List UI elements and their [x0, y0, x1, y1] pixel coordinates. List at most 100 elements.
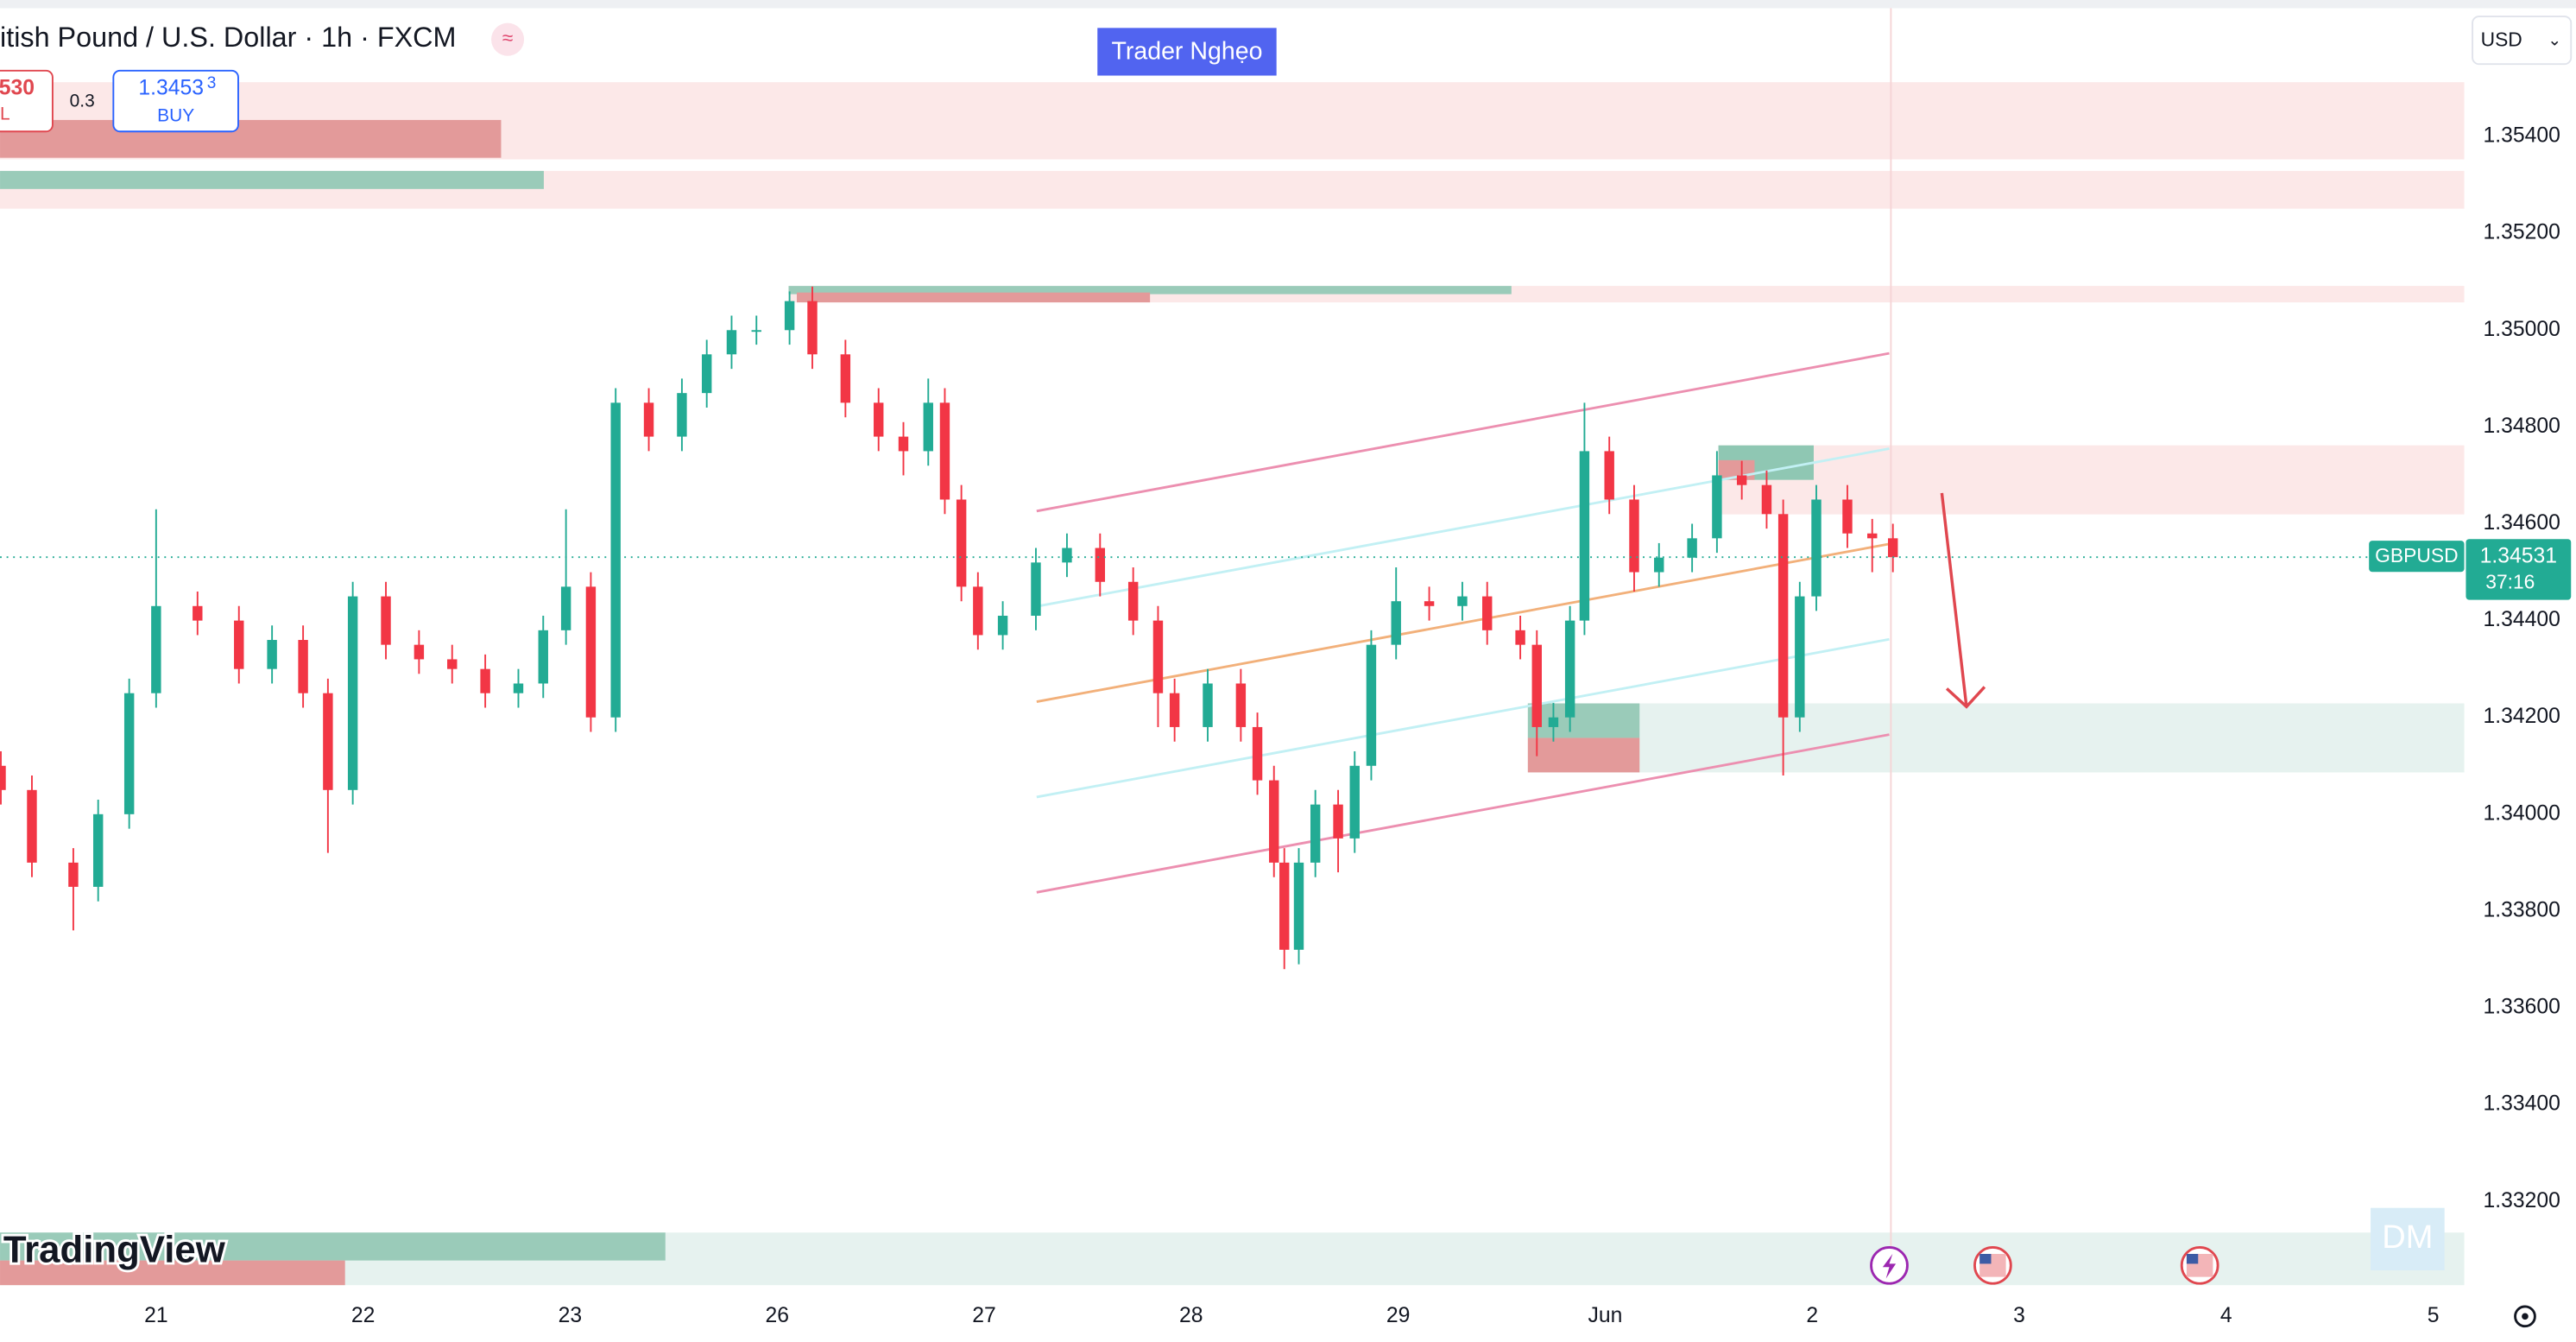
x-tick-label: 21 [144, 1304, 167, 1327]
logo: TradingView [3, 1229, 226, 1271]
candle-body [677, 393, 687, 437]
buy-price-small[interactable]: 3 [207, 74, 217, 92]
candle-body [480, 668, 490, 693]
x-tick-label: 5 [2428, 1304, 2440, 1327]
badge [1097, 28, 1277, 76]
candle-body [784, 301, 795, 331]
candle-body [1279, 862, 1290, 950]
candle-body [1252, 726, 1263, 781]
channel-inner [1036, 637, 1890, 799]
channel-top [1036, 351, 1890, 513]
watermark: DM [2382, 1219, 2433, 1256]
candle-body [956, 499, 967, 587]
countdown: 37:16 [2485, 571, 2535, 593]
sell-label[interactable]: L [0, 104, 10, 124]
price-tag [2466, 539, 2572, 600]
arrow-shaft [1940, 492, 1968, 707]
candle-body [1795, 596, 1805, 718]
symbol-text: GBPUSD [2375, 544, 2458, 567]
candle-body [513, 683, 524, 693]
candle-body [193, 605, 203, 621]
currency-button[interactable] [2472, 16, 2573, 66]
x-tick-label: 29 [1386, 1304, 1411, 1327]
candle-body [1269, 780, 1279, 863]
flag-canton [1979, 1253, 1992, 1264]
candle-body [92, 813, 104, 887]
y-tick-label: 1.33400 [2483, 1092, 2560, 1116]
candle-body [874, 402, 884, 437]
last-price: 1.34531 [2480, 545, 2557, 568]
candle-body [643, 402, 654, 437]
candle-body [939, 402, 950, 500]
candle-body [923, 402, 933, 452]
x-tick-label: 23 [559, 1304, 583, 1327]
flag-canton [2186, 1253, 2199, 1264]
y-tick-label: 1.35400 [2483, 124, 2560, 148]
candle-body [414, 644, 425, 660]
settings-icon[interactable] [2514, 1305, 2536, 1328]
candle-body [1031, 562, 1041, 617]
candle-body [1391, 601, 1401, 645]
candle-body [447, 659, 458, 669]
volume-bar [1527, 703, 1640, 738]
volume-bar [0, 170, 544, 189]
channel-bottom [1036, 733, 1890, 894]
spread: 0.3 [70, 92, 95, 111]
sell-button[interactable] [0, 69, 54, 133]
candle-body [840, 354, 851, 403]
sell-price[interactable]: 530 [0, 76, 35, 99]
candle-body [234, 620, 244, 669]
volume-bar [0, 1260, 345, 1286]
y-tick-label: 1.35000 [2483, 318, 2560, 341]
candle-body [1349, 765, 1360, 839]
candle-body [1062, 548, 1072, 563]
candle-body [751, 330, 761, 332]
buy-button[interactable] [112, 69, 239, 133]
candle-body [1424, 601, 1435, 606]
candle-body [1629, 499, 1639, 573]
watermark-box [2371, 1207, 2445, 1271]
candle-body [1235, 683, 1247, 727]
buy-label[interactable]: BUY [157, 106, 194, 126]
channel-inner [1036, 447, 1890, 608]
currency-text[interactable]: USD [2481, 28, 2522, 51]
x-tick-label: 28 [1179, 1304, 1203, 1327]
candle-body [0, 765, 6, 790]
badge-text: Trader Nghẹo [1111, 37, 1262, 65]
candle-body [1712, 475, 1722, 539]
candles [0, 286, 2465, 970]
x-tick-label: Jun [1588, 1304, 1622, 1327]
y-tick-label: 1.34800 [2483, 415, 2560, 438]
candle-body [1152, 620, 1164, 693]
chart-title: itish Pound / U.S. Dollar · 1h · FXCM [0, 22, 456, 53]
y-tick-label: 1.33600 [2483, 996, 2560, 1019]
candle-body [267, 640, 277, 669]
candle-body [1548, 717, 1559, 727]
settings-icon-dot [2522, 1313, 2529, 1320]
candle-body [1457, 596, 1468, 606]
arrow-head [1945, 686, 1986, 709]
candle-body [323, 693, 333, 790]
candle-body [123, 693, 135, 814]
candle-body [1531, 644, 1542, 727]
zones [0, 8, 2465, 1286]
y-tick-label: 1.35200 [2483, 221, 2560, 244]
candle-body [807, 301, 818, 355]
candle-body [1203, 683, 1213, 727]
volume-bar [788, 286, 1512, 294]
candle-body [701, 354, 712, 394]
dropdown-icon[interactable]: ⌄ [2548, 32, 2561, 50]
candle-body [1127, 581, 1139, 621]
y-tick-label: 1.33800 [2483, 898, 2560, 921]
x-tick-label: 3 [2013, 1304, 2025, 1327]
candle-body [1604, 451, 1614, 500]
buy-price[interactable]: 1.3453 [138, 76, 204, 99]
x-tick-label: 26 [765, 1304, 789, 1327]
y-tick-label: 1.33200 [2483, 1189, 2560, 1212]
channel [1036, 351, 1890, 894]
status-icon-glyph: ≈ [502, 27, 514, 49]
candle-body [1366, 644, 1377, 766]
candle-body [1736, 475, 1747, 485]
